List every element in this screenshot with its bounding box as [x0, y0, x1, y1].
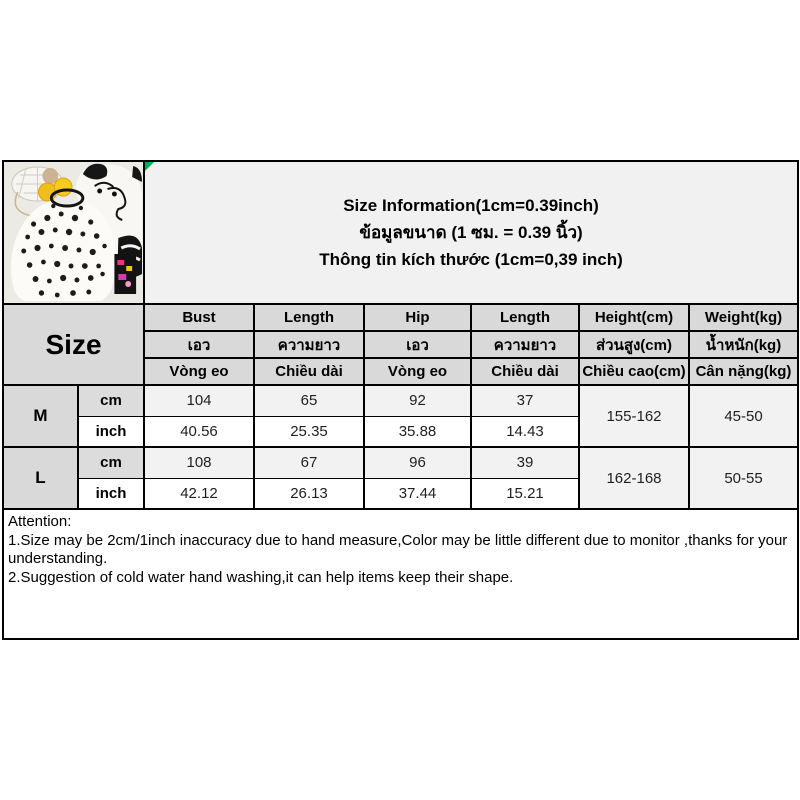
product-photo-cell	[2, 160, 145, 305]
cell-m-length2-cm: 37	[470, 384, 580, 417]
cell-l-height: 162-168	[578, 446, 690, 510]
size-chart-sheet: Size Information(1cm=0.39inch) ข้อมูลขนา…	[2, 160, 799, 640]
size-info-title-cell: Size Information(1cm=0.39inch) ข้อมูลขนา…	[143, 160, 799, 305]
cell-m-length2-inch: 14.43	[470, 415, 580, 448]
title-line-th: ข้อมูลขนาด (1 ซม. = 0.39 นิ้ว)	[359, 223, 583, 242]
attention-cell: Attention: 1.Size may be 2cm/1inch inacc…	[2, 508, 799, 640]
cell-m-bust-cm: 104	[143, 384, 255, 417]
product-photo	[5, 163, 142, 302]
col-header-weight-vi: Cân nặng(kg)	[688, 357, 799, 386]
cell-l-bust-cm: 108	[143, 446, 255, 479]
row-label-m: M	[2, 384, 79, 448]
row-label-l: L	[2, 446, 79, 510]
col-header-bust-th: เอว	[143, 330, 255, 359]
attention-heading: Attention:	[8, 513, 72, 530]
price-tag	[114, 254, 137, 294]
cookie	[42, 168, 59, 184]
col-header-bust-en: Bust	[143, 303, 255, 332]
unit-label-cm: cm	[77, 384, 145, 417]
cell-l-hip-cm: 96	[363, 446, 472, 479]
cell-m-hip-cm: 92	[363, 384, 472, 417]
size-table: Size Information(1cm=0.39inch) ข้อมูลขนา…	[2, 160, 799, 640]
unit-label-inch: inch	[77, 477, 145, 510]
attention-note-1: 1.Size may be 2cm/1inch inaccuracy due t…	[8, 531, 788, 568]
col-header-bust-vi: Vòng eo	[143, 357, 255, 386]
attention-note-2: 2.Suggestion of cold water hand washing,…	[8, 568, 514, 586]
col-header-height-vi: Chiều cao(cm)	[578, 357, 690, 386]
col-header-hip-th: เอว	[363, 330, 472, 359]
cell-m-hip-inch: 35.88	[363, 415, 472, 448]
col-header-weight-th: น้ำหนัก(kg)	[688, 330, 799, 359]
col-header-hip-vi: Vòng eo	[363, 357, 472, 386]
blouse	[11, 188, 116, 301]
cell-l-bust-inch: 42.12	[143, 477, 255, 510]
col-header-length2-vi: Chiều dài	[470, 357, 580, 386]
cell-l-length2-cm: 39	[470, 446, 580, 479]
cell-m-weight: 45-50	[688, 384, 799, 448]
cell-l-length1-inch: 26.13	[253, 477, 365, 510]
col-header-height-en: Height(cm)	[578, 303, 690, 332]
col-header-length2-th: ความยาว	[470, 330, 580, 359]
col-header-length1-en: Length	[253, 303, 365, 332]
cell-l-length2-inch: 15.21	[470, 477, 580, 510]
col-header-length1-vi: Chiều dài	[253, 357, 365, 386]
cell-l-length1-cm: 67	[253, 446, 365, 479]
cell-l-hip-inch: 37.44	[363, 477, 472, 510]
unit-label-inch: inch	[77, 415, 145, 448]
cell-m-length1-cm: 65	[253, 384, 365, 417]
product-photo-illustration	[5, 163, 142, 302]
col-header-hip-en: Hip	[363, 303, 472, 332]
cat-print-spots	[21, 203, 107, 298]
title-line-en: Size Information(1cm=0.39inch)	[343, 196, 599, 215]
green-corner-marker-icon	[146, 163, 154, 171]
col-header-length2-en: Length	[470, 303, 580, 332]
col-header-height-th: ส่วนสูง(cm)	[578, 330, 690, 359]
unit-label-cm: cm	[77, 446, 145, 479]
col-header-length1-th: ความยาว	[253, 330, 365, 359]
cell-m-length1-inch: 25.35	[253, 415, 365, 448]
cell-m-bust-inch: 40.56	[143, 415, 255, 448]
col-header-weight-en: Weight(kg)	[688, 303, 799, 332]
attention-text: Attention: 1.Size may be 2cm/1inch inacc…	[5, 511, 796, 587]
size-header-cell: Size	[2, 303, 145, 386]
cell-l-weight: 50-55	[688, 446, 799, 510]
title-line-vi: Thông tin kích thước (1cm=0,39 inch)	[319, 250, 623, 269]
cell-m-height: 155-162	[578, 384, 690, 448]
